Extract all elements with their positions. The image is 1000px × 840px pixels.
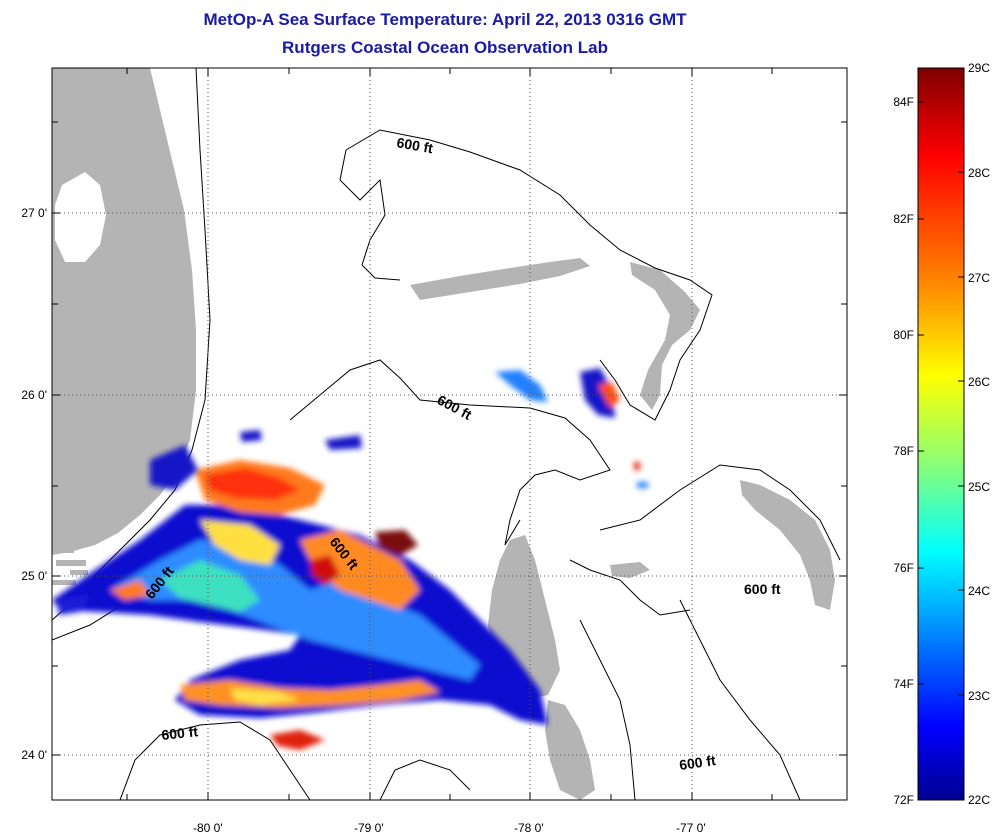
lat-tick-labels: 24 0' 25 0' 26 0' 27 0' [21, 206, 47, 762]
colorbar-fahrenheit-label: 82F [893, 212, 914, 226]
colorbar-fahrenheit-label: 74F [893, 677, 914, 691]
colorbar-ticks [918, 101, 964, 696]
graticule [52, 68, 847, 800]
grand-bahama-land [410, 258, 590, 300]
sst-swath-scattered [150, 368, 648, 490]
lon-tick-label: -80 0' [193, 821, 223, 835]
colorbar-fahrenheit-label: 84F [893, 95, 914, 109]
florida-keys [52, 548, 88, 585]
colorbar-fahrenheit-label: 76F [893, 561, 914, 575]
map-title: MetOp-A Sea Surface Temperature: April 2… [203, 10, 687, 29]
abaco-land [630, 262, 700, 410]
contour-label: 600 ft [744, 581, 781, 597]
lon-tick-label: -78 0' [514, 821, 544, 835]
new-providence-land [610, 562, 650, 578]
colorbar-celsius-label: 25C [968, 480, 990, 494]
colorbar-celsius-label: 26C [968, 375, 990, 389]
exuma-land [545, 700, 595, 800]
colorbar-fahrenheit-label: 72F [893, 793, 914, 807]
lon-tick-label: -79 0' [354, 821, 384, 835]
colorbar-celsius-label: 24C [968, 584, 990, 598]
contour-label: 600 ft [678, 752, 717, 773]
map-area [52, 68, 847, 800]
lat-tick-label: 25 0' [21, 569, 47, 583]
lat-tick-label: 24 0' [21, 748, 47, 762]
lat-tick-label: 26 0' [21, 388, 47, 402]
lat-tick-label: 27 0' [21, 206, 47, 220]
contour-label: 600 ft [161, 723, 199, 743]
colorbar-celsius-label: 29C [968, 61, 990, 75]
colorbar-celsius-label: 23C [968, 689, 990, 703]
colorbar-fahrenheit-label: 78F [893, 444, 914, 458]
colorbar-fahrenheit-label: 80F [893, 328, 914, 342]
lon-tick-labels: -80 0' -79 0' -78 0' -77 0' [193, 821, 706, 835]
colorbar-fahrenheit-labels: 84F 82F 80F 78F 76F 74F 72F [893, 95, 914, 807]
map-subtitle: Rutgers Coastal Ocean Observation Lab [282, 38, 608, 57]
colorbar-celsius-label: 22C [968, 793, 990, 807]
lon-tick-label: -77 0' [676, 821, 706, 835]
sst-swath-main [52, 460, 548, 750]
colorbar-celsius-label: 27C [968, 271, 990, 285]
lake-okeechobee [55, 172, 106, 262]
contour-label: 600 ft [395, 134, 434, 156]
colorbar-celsius-label: 28C [968, 166, 990, 180]
map-frame-ticks [52, 68, 847, 800]
colorbar [917, 67, 965, 801]
eleuthera-land [740, 480, 835, 610]
colorbar-celsius-labels: 29C 28C 27C 26C 25C 24C 23C 22C [968, 61, 990, 807]
